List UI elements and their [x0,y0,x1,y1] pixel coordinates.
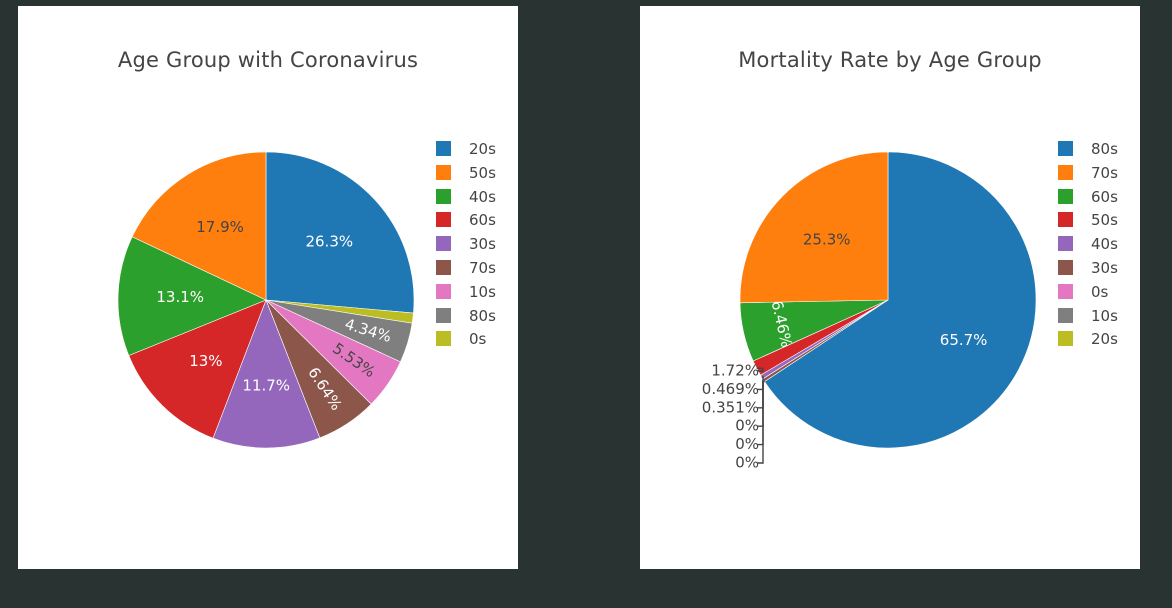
pie-slice-20s[interactable] [265,151,415,314]
legend-label: 0s [469,330,487,349]
leader-line-20s [757,380,765,464]
slice-label-30s: 11.7% [242,376,290,394]
slice-label-50s: 17.9% [196,218,244,236]
slice-label-50s: 1.72% [711,362,759,380]
legend-swatch [436,236,451,252]
legend-swatch [1058,283,1073,299]
legend-label: 30s [1091,258,1118,277]
legend-label: 10s [469,282,496,301]
pie-chart-mortality: 65.7%6.46%25.3%1.72%0.469%0.351%0%0%0% [702,151,1037,472]
legend-swatch [1058,331,1073,347]
slice-label-40s: 0.469% [702,380,759,398]
legend-label: 70s [469,258,496,277]
slice-label-40s: 13.1% [156,288,204,306]
legend-swatch [1058,141,1073,156]
legend-swatch [436,164,451,180]
legend-swatch [1058,259,1073,275]
chart-title: Age Group with Coronavirus [117,48,419,72]
slice-label-60s: 13% [189,352,222,370]
pie-slice-80s[interactable] [764,151,1037,449]
chart-panel-age-group: Age Group with Coronavirus 26.3% 4.34% 5.5… [18,6,518,569]
slice-label-10s: 0% [735,435,759,453]
legend-swatch [436,141,451,156]
legend-label: 0s [1091,282,1109,301]
legend-swatch [436,259,451,275]
legend-label: 60s [469,211,496,230]
slice-label-20s: 0% [735,454,759,472]
slice-label-30s: 0.351% [702,398,759,416]
legend-swatch [1058,236,1073,252]
slice-label-0s: 0% [735,417,759,435]
legend-swatch [436,188,451,204]
legend-swatch [436,283,451,299]
legend-swatch [1058,307,1073,323]
legend-swatch [436,212,451,228]
legend-swatch [436,307,451,323]
pie-slice-60s[interactable] [128,299,267,439]
legend-label: 50s [469,163,496,182]
legend-label: 40s [1091,235,1118,254]
slice-label-70s: 25.3% [803,230,851,248]
pie-slice-70s[interactable] [739,151,889,304]
legend-label: 80s [1091,140,1118,158]
legend-swatch [1058,164,1073,180]
leader-line-50s [756,367,764,372]
legend-swatch [1058,188,1073,204]
slice-label-20s: 26.3% [305,233,353,251]
legend-label: 40s [469,187,496,206]
legend-swatch [436,331,451,347]
legend-label: 30s [469,235,496,254]
chart-title: Mortality Rate by Age Group [738,48,1042,72]
legend-label: 20s [1091,330,1118,349]
legend-swatch [1058,212,1073,228]
legend-label: 10s [1091,306,1118,325]
slice-label-80s: 65.7% [940,331,988,349]
legend-label: 20s [469,140,496,158]
pie-chart-age-group: 26.3%4.34%5.53%6.64%11.7%13%13.1%17.9% [117,151,415,449]
legend-label: 60s [1091,187,1118,206]
legend-label: 70s [1091,163,1118,182]
chart-panel-mortality: Mortality Rate by Age Group 65.7% 6.46% 25… [640,6,1140,569]
pie-slice-30s[interactable] [212,299,321,449]
pie-slice-40s[interactable] [117,236,267,356]
legend-label: 80s [469,306,496,325]
legend-label: 50s [1091,211,1118,230]
pie-slice-50s[interactable] [131,151,267,301]
